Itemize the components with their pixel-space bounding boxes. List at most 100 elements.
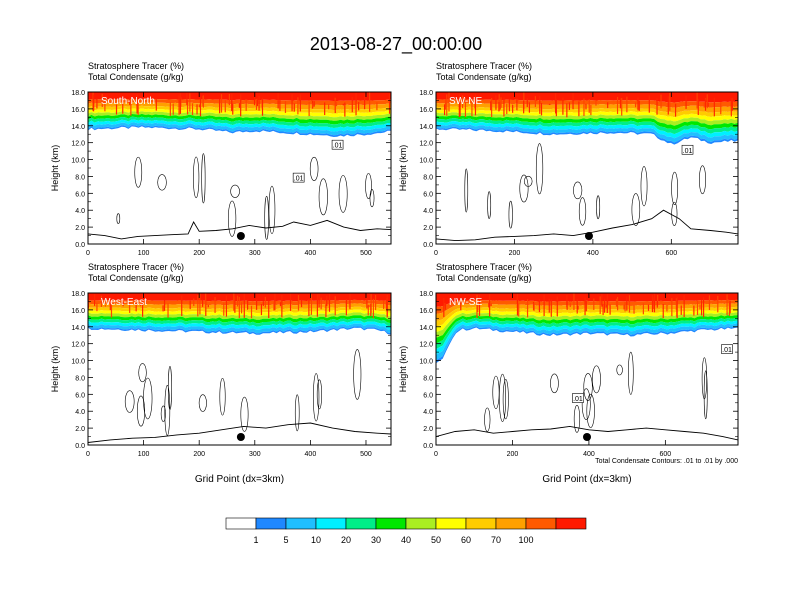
- tracer-band: [436, 106, 738, 118]
- y-tick-label: 16.0: [419, 107, 433, 114]
- colorbar-swatch: [435, 517, 467, 530]
- figure-title: 2013-08-27_00:00:00: [310, 34, 482, 55]
- colorbar-label: 60: [461, 535, 471, 545]
- x-tick-label: 400: [305, 250, 317, 257]
- condensate-contour: [671, 171, 679, 206]
- condensate-contour: [338, 175, 348, 213]
- colorbar-swatch: [345, 517, 377, 530]
- condensate-contour: [294, 394, 300, 432]
- condensate-contour: [309, 156, 319, 181]
- tracer-band: [436, 312, 738, 338]
- y-tick-label: 2.0: [75, 426, 85, 433]
- tracer-band: [436, 121, 738, 139]
- colorbar-label: 100: [518, 535, 533, 545]
- condensate-contour: [219, 377, 226, 416]
- y-tick-label: 8.0: [75, 174, 85, 181]
- subtitle-line2: Total Condensate (g/kg): [88, 273, 184, 283]
- contour-label-box: [572, 393, 584, 403]
- y-tick-label: 10.0: [419, 359, 433, 366]
- y-tick-label: 14.0: [419, 325, 433, 332]
- y-tick-label: 18.0: [71, 90, 85, 97]
- y-tick-label: 8.0: [75, 375, 85, 382]
- colorbar-swatch: [405, 517, 437, 530]
- tracer-band: [436, 99, 738, 108]
- y-tick-label: 8.0: [423, 174, 433, 181]
- y-tick-label: 12.0: [419, 141, 433, 148]
- condensate-contour: [519, 174, 529, 203]
- tracer-band: [436, 123, 738, 143]
- x-tick-label: 400: [583, 451, 595, 458]
- condensate-contour: [550, 373, 559, 394]
- tracer-band: [436, 112, 738, 126]
- y-tick-label: 16.0: [419, 308, 433, 315]
- y-tick-label: 0.0: [423, 242, 433, 249]
- x-tick-label: 300: [249, 250, 261, 257]
- colorbar-swatch: [255, 517, 287, 530]
- condensate-contour: [583, 373, 593, 401]
- condensate-contour: [484, 407, 491, 432]
- condensate-contour: [369, 189, 375, 208]
- condensate-contour: [596, 195, 601, 220]
- condensate-contour: [134, 156, 143, 188]
- condensate-contour: [508, 200, 513, 229]
- tracer-band: [436, 293, 738, 307]
- tracer-band: [436, 323, 738, 361]
- tracer-band: [436, 299, 738, 315]
- x-tick-label: 300: [249, 451, 261, 458]
- x-tick-label: 200: [507, 451, 519, 458]
- tracer-band: [88, 108, 391, 118]
- condensate-contour: [671, 201, 678, 226]
- x-axis-label: Grid Point (dx=3km): [542, 474, 631, 485]
- y-tick-label: 12.0: [419, 342, 433, 349]
- condensate-contour: [138, 363, 147, 383]
- x-tick-label: 200: [193, 451, 205, 458]
- colorbar-swatch: [225, 517, 257, 530]
- condensate-contour: [164, 385, 171, 436]
- condensate-contour: [592, 365, 601, 394]
- subtitle-line2: Total Condensate (g/kg): [88, 72, 184, 82]
- y-tick-label: 14.0: [71, 124, 85, 131]
- condensate-contour: [699, 165, 706, 195]
- contour-label-box: [721, 344, 733, 354]
- subtitle-line2: Total Condensate (g/kg): [436, 72, 532, 82]
- y-tick-label: 4.0: [423, 409, 433, 416]
- condensate-contour: [264, 195, 269, 240]
- tracer-band: [436, 118, 738, 135]
- tracer-band: [436, 309, 738, 333]
- condensate-contour: [487, 191, 492, 219]
- contour-label: .01: [333, 143, 343, 150]
- tracer-band: [436, 92, 738, 103]
- y-tick-label: 6.0: [75, 191, 85, 198]
- condensate-contour: [573, 404, 581, 433]
- location-marker: [236, 232, 245, 240]
- y-tick-label: 16.0: [71, 107, 85, 114]
- y-tick-label: 14.0: [419, 124, 433, 131]
- y-tick-label: 6.0: [423, 392, 433, 399]
- panel-label: SW-NE: [449, 96, 482, 107]
- x-tick-label: 500: [360, 451, 372, 458]
- condensate-contour: [502, 379, 509, 420]
- condensate-contour: [578, 197, 587, 226]
- condensate-contour: [201, 153, 206, 204]
- colorbar-label: 1: [253, 535, 258, 545]
- tracer-band: [88, 122, 391, 136]
- colorbar-swatch: [495, 517, 527, 530]
- condensate-contour: [316, 379, 322, 410]
- colorbar-swatch: [375, 517, 407, 530]
- tracer-band: [88, 320, 391, 330]
- contour-label-box: [681, 144, 694, 155]
- contour-label-box: [331, 139, 344, 150]
- tracer-band: [88, 92, 391, 101]
- x-tick-label: 200: [509, 250, 521, 257]
- subtitle-line1: Stratosphere Tracer (%): [436, 262, 532, 272]
- colorbar-swatch: [555, 517, 587, 530]
- subtitle-line1: Stratosphere Tracer (%): [436, 61, 532, 71]
- y-tick-label: 4.0: [75, 409, 85, 416]
- x-tick-label: 0: [434, 250, 438, 257]
- x-tick-label: 600: [665, 250, 677, 257]
- plot-area: [88, 293, 391, 445]
- condensate-contour: [313, 373, 320, 422]
- tracer-band: [436, 126, 738, 145]
- terrain-line: [88, 219, 391, 240]
